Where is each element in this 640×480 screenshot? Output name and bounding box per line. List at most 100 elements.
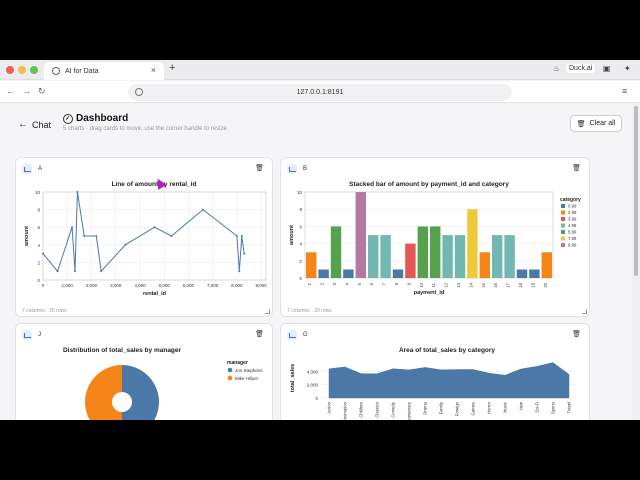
data-point — [71, 226, 74, 229]
y-tick-label: 10 — [297, 190, 303, 195]
y-tick-label: 0 — [299, 276, 302, 281]
minimize-window-dot[interactable] — [18, 66, 26, 74]
letterbox-bottom — [0, 420, 640, 480]
x-tick-label: 17 — [506, 282, 511, 287]
site-info-icon[interactable] — [135, 88, 143, 96]
data-point — [238, 270, 241, 273]
legend-swatch — [227, 367, 233, 373]
tab-bar: AI for Data × + ♨ Duck.ai ▣ ✦ — [0, 60, 640, 80]
chart-card-j[interactable]: J 🗑 Distribution of total_sales by manag… — [15, 323, 273, 420]
stacked-bar-chart: Stacked bar of amount by payment_id and … — [289, 181, 581, 296]
x-tick-label: 5 — [357, 282, 362, 285]
x-tick-label: 7 — [382, 282, 387, 285]
resize-handle[interactable] — [265, 309, 270, 314]
data-point — [95, 235, 98, 237]
data-point — [124, 243, 127, 246]
area-chart: Area of total_sales by category 0 2,000 4,0… — [290, 347, 577, 420]
data-point — [56, 270, 59, 273]
x-tick-label: 9,000 — [256, 283, 268, 288]
legend-label: 4.99 — [568, 223, 577, 228]
legend-label: 9.99 — [568, 243, 577, 248]
x-tick-label: 2,000 — [86, 283, 98, 288]
legend-label: 3.99 — [568, 217, 577, 222]
x-tick-label: Action — [327, 401, 332, 413]
x-tick-label: 11 — [431, 282, 436, 287]
data-point — [83, 235, 86, 237]
resize-handle[interactable] — [582, 309, 587, 314]
pie-slice — [122, 365, 159, 420]
tab-close-icon[interactable]: × — [150, 65, 156, 75]
menu-icon[interactable]: ≡ — [622, 86, 628, 96]
address-bar[interactable]: 127.0.0.1:8191 — [128, 84, 512, 101]
chart-icon — [287, 330, 297, 340]
chart-title: Line of amount by rental_id — [112, 181, 197, 188]
bar — [442, 235, 453, 278]
fire-icon[interactable]: ♨ — [553, 64, 561, 73]
legend-swatch — [561, 236, 565, 241]
back-to-chat-button[interactable]: ← Chat — [18, 119, 51, 130]
chart-card-b[interactable]: B 🗑 Stacked bar of amount by payment_id … — [280, 157, 590, 317]
page-subtitle: 5 charts · drag cards to move, use the c… — [63, 126, 227, 132]
reload-icon[interactable]: ↻ — [38, 86, 46, 96]
back-nav-icon[interactable]: ← — [6, 86, 15, 96]
x-tick-label: New — [519, 401, 524, 410]
browser-window: AI for Data × + ♨ Duck.ai ▣ ✦ ← → ↻ 127.… — [0, 60, 640, 420]
nav-bar: ← → ↻ 127.0.0.1:8191 ≡ — [0, 81, 640, 103]
delete-card-icon[interactable]: 🗑 — [255, 165, 264, 172]
chart-icon — [287, 164, 297, 174]
scrollbar-thumb[interactable] — [634, 106, 638, 276]
data-point — [153, 226, 156, 229]
close-window-dot[interactable] — [6, 66, 14, 74]
duck-ai-button[interactable]: Duck.ai — [566, 64, 596, 73]
chart-card-g[interactable]: G 🗑 Area of total_sales by category 0 2,00… — [280, 323, 590, 420]
tab-title: AI for Data — [65, 67, 99, 75]
back-label: Chat — [32, 119, 52, 130]
legend-swatch — [561, 210, 565, 215]
x-tick-label: 6,000 — [183, 283, 195, 288]
data-point — [42, 252, 44, 255]
x-tick-label: 2 — [320, 282, 325, 285]
legend-label: Mike Hillyer — [235, 376, 259, 381]
x-tick-label: 9 — [406, 282, 411, 285]
bar — [454, 235, 466, 278]
legend-title: category — [560, 197, 581, 203]
forward-nav-icon[interactable]: → — [22, 86, 31, 96]
sidebar-icon[interactable]: ▣ — [603, 64, 611, 73]
legend-swatch — [227, 375, 233, 381]
bar — [516, 269, 528, 278]
chart-icon — [22, 330, 32, 340]
card-footer: 7 columns · 20 rows — [22, 308, 67, 314]
x-tick-label: 10 — [419, 282, 424, 287]
card-header: B — [287, 164, 307, 174]
bar — [405, 243, 416, 278]
bar — [429, 226, 441, 278]
y-tick-label: 0 — [37, 278, 40, 283]
maximize-window-dot[interactable] — [30, 66, 38, 74]
x-tick-label: Comedy — [391, 401, 396, 417]
legend-swatch — [561, 223, 565, 228]
y-axis-label: amount — [24, 226, 30, 246]
x-tick-label: Family — [439, 401, 444, 414]
y-axis-label: amount — [289, 225, 295, 245]
y-tick-label: 2 — [299, 259, 302, 264]
x-tick-label: 1 — [307, 282, 312, 285]
new-tab-button[interactable]: + — [169, 62, 176, 74]
area-series — [328, 362, 570, 399]
chart-card-a[interactable]: A 🗑 Line of amount by rental_id 0 2 4 6 8 10 0 1… — [15, 157, 273, 317]
x-axis-label: rental_id — [143, 291, 166, 297]
bar — [479, 252, 491, 278]
tab-ai-for-data[interactable]: AI for Data × — [44, 62, 164, 80]
trash-icon: 🗑 — [576, 120, 586, 128]
delete-card-icon[interactable]: 🗑 — [572, 165, 581, 172]
x-tick-label: 3,000 — [110, 283, 122, 288]
x-tick-label: 15 — [481, 282, 486, 287]
delete-card-icon[interactable]: 🗑 — [255, 331, 264, 338]
x-tick-label: 7,000 — [207, 283, 219, 288]
x-tick-label: 14 — [468, 282, 473, 287]
legend-swatch — [561, 204, 565, 208]
x-tick-label: 4 — [344, 282, 349, 285]
clear-all-button[interactable]: 🗑 Clear all — [570, 115, 622, 132]
delete-card-icon[interactable]: 🗑 — [572, 331, 581, 338]
plot-frame — [304, 191, 554, 279]
flame-icon[interactable]: ✦ — [624, 64, 631, 73]
